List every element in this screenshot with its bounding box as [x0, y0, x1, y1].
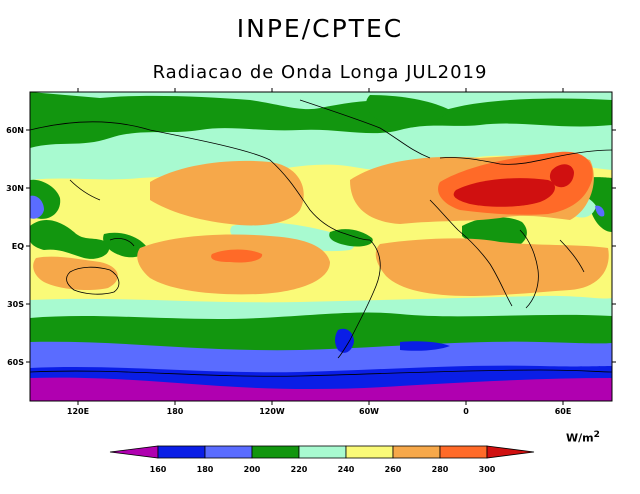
north-pacific-high [150, 160, 304, 226]
colorbar-tick-260: 260 [385, 465, 402, 474]
colorbar-tick-160: 160 [150, 465, 167, 474]
colorbar: 160 180 200 220 240 260 280 300 [109, 445, 535, 474]
colorbar-swatch-180-200 [204, 445, 253, 459]
south-pacific-high [137, 234, 330, 295]
lat-label-30s: 30S [7, 300, 24, 309]
colorbar-tick-220: 220 [291, 465, 308, 474]
colorbar-tick-280: 280 [432, 465, 449, 474]
sahara-core [453, 178, 555, 207]
colorbar-tick-300: 300 [479, 465, 496, 474]
colorbar-swatch-260-280 [392, 445, 441, 459]
band-lt160-south [30, 377, 612, 401]
colorbar-swatch-240-260 [345, 445, 394, 459]
colorbar-tick-180: 180 [197, 465, 214, 474]
colorbar-unit: W/m2 [566, 430, 600, 445]
greenland-green [366, 95, 450, 128]
lat-label-60s: 60S [7, 358, 24, 367]
unit-text: W/m [566, 431, 594, 445]
coastlines [30, 99, 612, 377]
indo-convection [30, 219, 110, 259]
south-america-low [335, 328, 354, 353]
lon-label-120e: 120E [67, 407, 89, 416]
lon-axis: 120E 180 120W 60W 0 60E [67, 88, 571, 416]
map-title: Radiacao de Onda Longa JUL2019 [152, 62, 488, 83]
lon-label-60w: 60W [359, 407, 379, 416]
australia-high [33, 256, 118, 290]
lon-label-60e: 60E [555, 407, 572, 416]
unit-exponent: 2 [593, 430, 600, 440]
lat-label-60n: 60N [6, 126, 24, 135]
monsoon-blue [30, 195, 44, 219]
colorbar-swatch-gt300 [486, 445, 535, 459]
lat-label-30n: 30N [6, 184, 24, 193]
lon-label-0: 0 [463, 407, 469, 416]
colorbar-tick-240: 240 [338, 465, 355, 474]
lat-label-eq: EQ [12, 242, 24, 251]
bay-bengal-blue [595, 205, 605, 217]
institution-title: INPE/CPTEC [236, 14, 404, 43]
lat-axis: 60N 30N EQ 30S 60S [6, 126, 616, 367]
colorbar-swatch-200-220 [251, 445, 300, 459]
arctic-patch [30, 92, 612, 115]
colorbar-swatch-160-180 [157, 445, 206, 459]
map-field [30, 92, 612, 401]
colorbar-swatch-220-240 [298, 445, 347, 459]
pacific-peak [211, 249, 263, 263]
south-atlantic-low [400, 341, 450, 351]
colorbar-swatch-lt160 [109, 445, 159, 459]
lon-label-180: 180 [167, 407, 184, 416]
central-america-convection [329, 229, 373, 247]
arabia-core [549, 164, 574, 188]
band-200-220-north [30, 92, 612, 148]
lon-label-120w: 120W [259, 407, 285, 416]
colorbar-swatch-280-300 [439, 445, 488, 459]
colorbar-tick-200: 200 [244, 465, 261, 474]
